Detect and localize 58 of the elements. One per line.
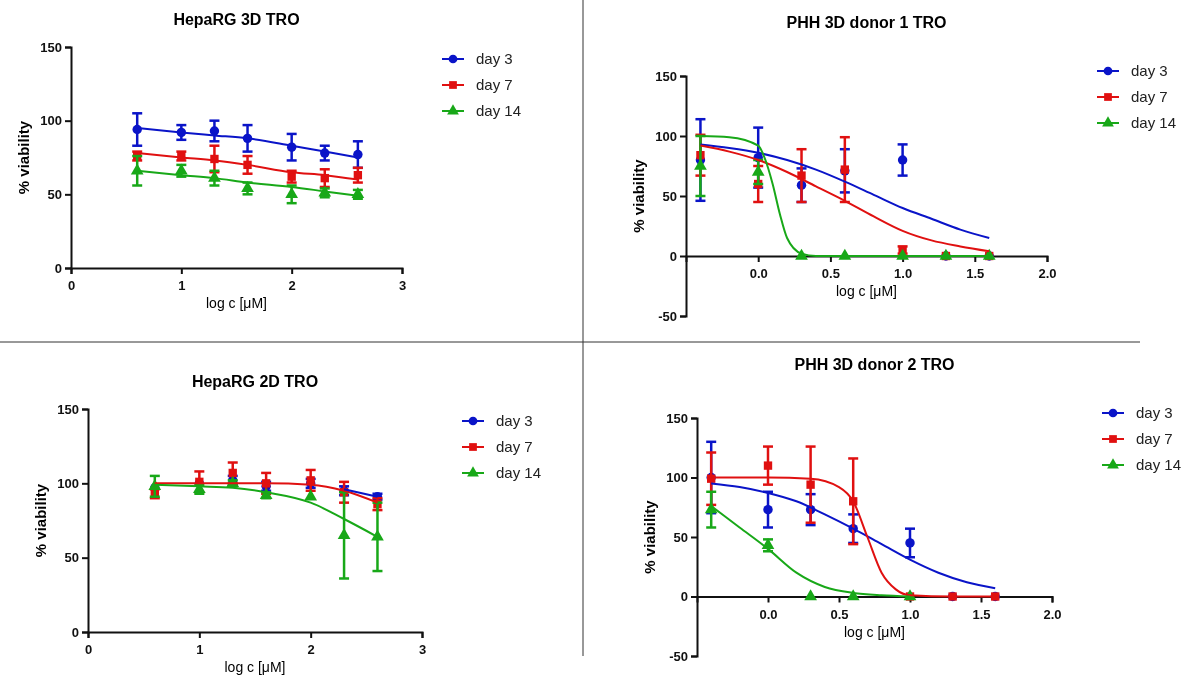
y-tick-label: 50 (47, 186, 62, 202)
x-tick-label: 1 (196, 642, 204, 657)
y-tick-label: -50 (658, 308, 677, 324)
x-tick-label: 2.0 (1043, 606, 1062, 622)
x-axis-title: log c [μM] (224, 659, 286, 675)
x-axis-title: log c [μM] (206, 295, 267, 311)
legend-label: day 3 (476, 50, 513, 67)
legend-label: day 14 (496, 464, 542, 481)
legend-label: day 3 (1131, 62, 1168, 79)
chart-title: HepaRG 2D TRO (191, 373, 319, 390)
x-tick-label: 0.5 (830, 606, 849, 622)
y-tick-label: 100 (666, 470, 688, 486)
y-axis-title: % viability (641, 499, 658, 574)
y-axis-title: % viability (32, 483, 49, 558)
x-tick-label: 0.5 (821, 266, 840, 281)
x-tick-label: 2 (288, 278, 296, 293)
x-tick-label: 1.5 (966, 266, 985, 281)
chart-title: PHH 3D donor 1 TRO (786, 14, 947, 31)
x-tick-label: 1.0 (894, 266, 913, 281)
x-tick-label: 3 (418, 642, 427, 657)
y-tick-label: 150 (57, 401, 79, 417)
x-tick-label: 1.5 (972, 606, 991, 622)
legend-label: day 14 (476, 102, 522, 119)
legend-label: day 14 (1136, 456, 1182, 473)
y-tick-label: 0 (680, 589, 688, 605)
legend-label: day 7 (476, 76, 513, 93)
y-tick-label: 100 (57, 475, 79, 491)
chart-title: HepaRG 3D TRO (173, 11, 300, 28)
x-tick-label: 3 (398, 278, 407, 293)
y-tick-label: 150 (655, 68, 677, 84)
y-tick-label: 50 (64, 550, 79, 566)
legend-label: day 7 (1131, 88, 1168, 105)
chart-title: PHH 3D donor 2 TRO (794, 356, 955, 373)
x-tick-label: 1 (178, 278, 186, 293)
legend-label: day 14 (1131, 114, 1177, 131)
legend-label: day 7 (1136, 430, 1173, 447)
x-axis-title: log c [μM] (844, 623, 905, 640)
x-tick-label: 2 (307, 642, 315, 657)
y-tick-label: 0 (71, 624, 79, 640)
y-tick-label: 150 (666, 410, 688, 426)
y-tick-label: 50 (662, 188, 677, 204)
x-axis-title: log c [μM] (836, 283, 897, 299)
y-tick-label: 0 (669, 248, 677, 264)
x-tick-label: 1.0 (901, 606, 920, 622)
y-axis-title: % viability (15, 120, 32, 195)
y-axis-title: % viability (630, 158, 647, 233)
y-tick-label: -50 (669, 648, 688, 664)
y-tick-label: 100 (40, 113, 62, 129)
y-tick-label: 50 (673, 529, 688, 545)
y-tick-label: 150 (40, 39, 62, 55)
y-tick-label: 100 (655, 128, 677, 144)
legend-label: day 3 (1136, 404, 1173, 421)
x-tick-label: 0.0 (749, 266, 768, 281)
x-tick-label: 0.0 (759, 606, 778, 622)
legend-label: day 3 (496, 412, 533, 429)
x-tick-label: 2.0 (1038, 266, 1057, 281)
legend-label: day 7 (496, 438, 533, 455)
x-tick-label: 0 (84, 642, 93, 657)
